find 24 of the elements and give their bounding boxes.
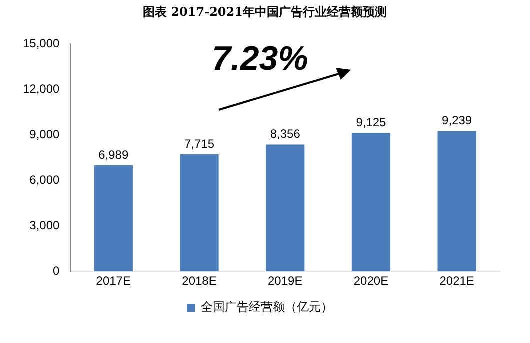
data-label: 9,239 (442, 114, 472, 128)
chart-title: 图表 2017-2021年中国广告行业经营额预测 (142, 4, 388, 21)
bar (266, 144, 305, 272)
legend-label: 全国广告经营额（亿元） (201, 300, 333, 314)
x-tick-label: 2021E (440, 274, 474, 288)
bar (94, 166, 133, 272)
y-tick-label: 6,000 (30, 172, 60, 187)
y-tick-label: 12,000 (23, 82, 60, 96)
x-tick-label: 2017E (96, 274, 131, 288)
data-label: 8,356 (270, 127, 301, 142)
y-tick-label: 9,000 (30, 127, 60, 142)
data-label: 6,989 (98, 148, 129, 162)
annotation: 7.23% (212, 40, 308, 79)
y-tick-label: 15,000 (23, 36, 60, 50)
x-tick-label: 2020E (354, 274, 389, 288)
x-tick-label: 2019E (268, 274, 303, 288)
y-tick-label: 0 (53, 264, 60, 278)
bar (180, 154, 219, 272)
x-tick-label: 2018E (182, 274, 217, 288)
bar (352, 133, 391, 272)
data-label: 9,125 (356, 115, 387, 130)
y-tick-label: 3,000 (30, 218, 60, 232)
data-label: 7,715 (184, 136, 215, 151)
bar (438, 131, 476, 272)
